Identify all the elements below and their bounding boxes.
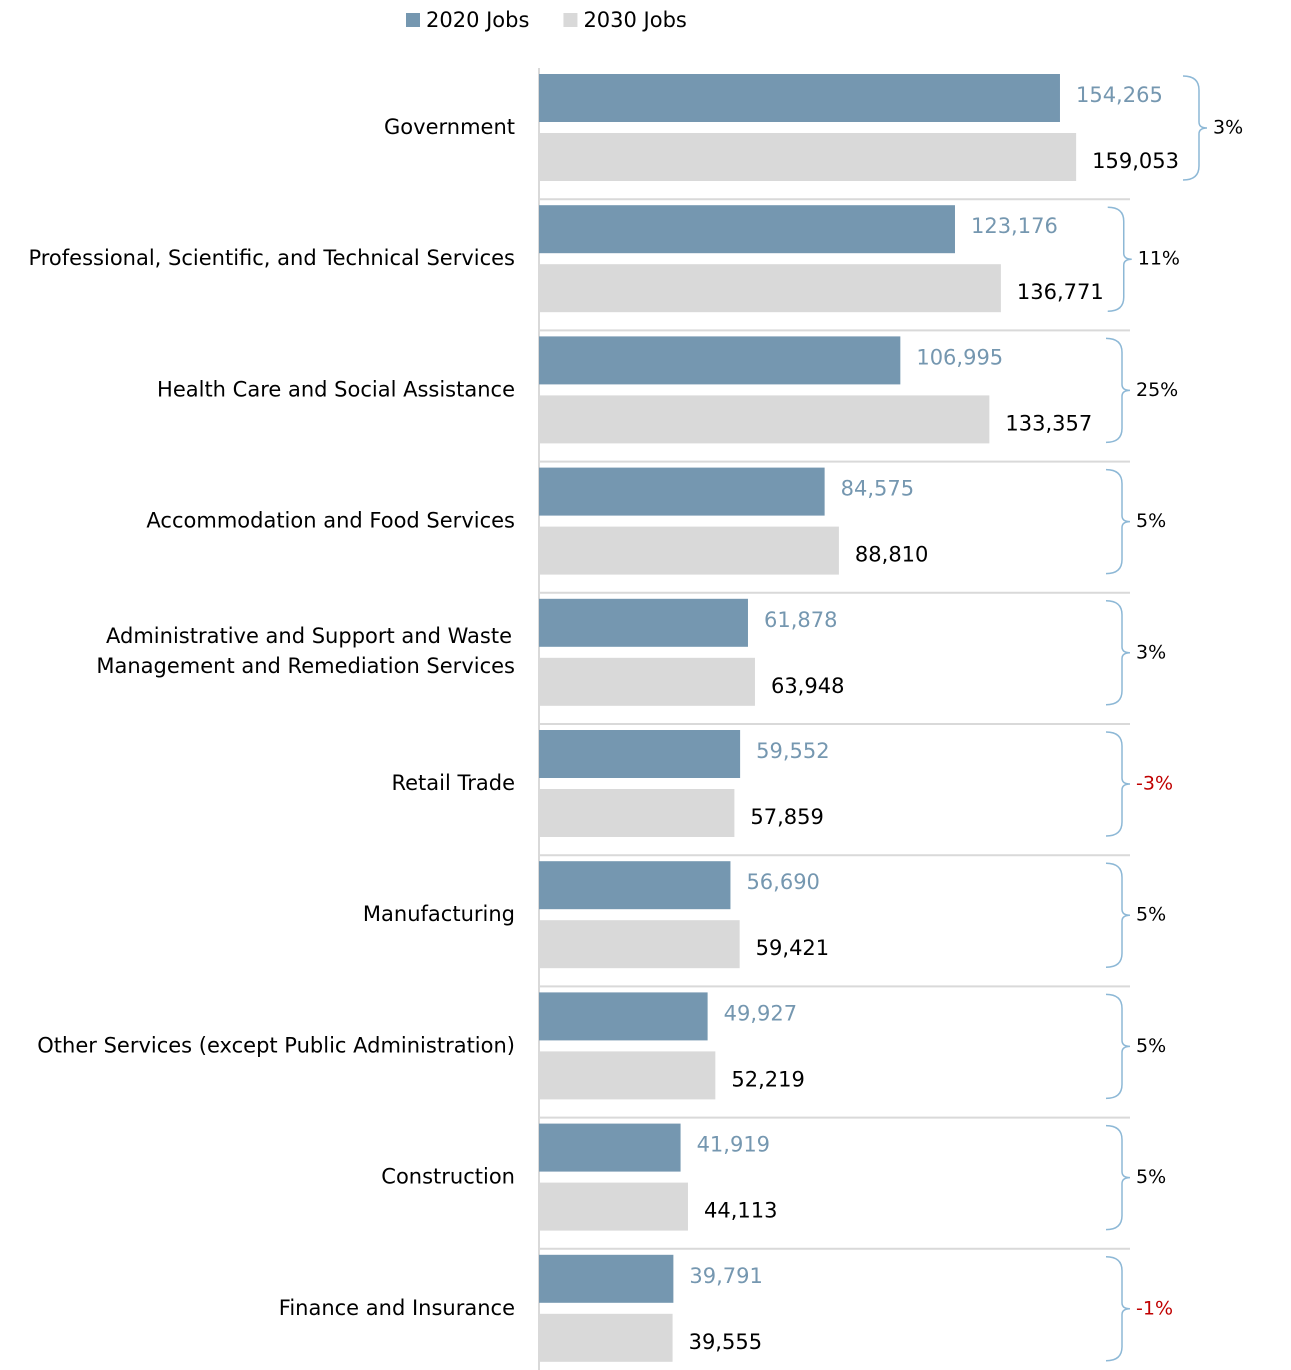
value-label: 63,948 — [771, 674, 844, 698]
value-label: 41,919 — [697, 1133, 770, 1157]
bar — [539, 1313, 673, 1362]
bar — [539, 992, 708, 1041]
change-label: 5% — [1136, 510, 1166, 532]
bar — [539, 1254, 674, 1303]
value-label: 154,265 — [1076, 83, 1163, 107]
bracket — [1105, 337, 1131, 444]
legend-swatch — [563, 13, 578, 27]
legend-label: 2030 Jobs — [583, 8, 686, 32]
bar — [539, 1051, 716, 1100]
change-label: 3% — [1136, 641, 1166, 663]
bracket — [1105, 862, 1131, 968]
category-label: Other Services (except Public Administra… — [37, 1033, 515, 1057]
value-label: 133,357 — [1005, 411, 1092, 435]
bar — [539, 264, 1001, 313]
change-label: 3% — [1213, 117, 1243, 139]
value-label: 61,878 — [764, 608, 837, 632]
value-label: 88,810 — [855, 543, 928, 567]
category-label: Retail Trade — [391, 771, 515, 795]
bar — [539, 205, 955, 254]
value-label: 39,555 — [689, 1330, 762, 1354]
change-label: 11% — [1138, 248, 1180, 270]
bar — [539, 336, 901, 385]
bar — [539, 598, 748, 647]
category-label: Administrative and Support and Waste Man… — [90, 624, 515, 678]
legend-label: 2020 Jobs — [426, 8, 529, 32]
bar — [539, 861, 731, 910]
change-label: -1% — [1136, 1297, 1173, 1319]
value-label: 49,927 — [724, 1001, 797, 1025]
bracket — [1105, 731, 1131, 837]
value-label: 59,552 — [756, 739, 829, 763]
bar — [539, 657, 755, 706]
value-label: 159,053 — [1092, 149, 1179, 173]
value-label: 136,771 — [1017, 280, 1104, 304]
category-label: Professional, Scientific, and Technical … — [28, 246, 515, 270]
category-label-line: Management and Remediation Services — [90, 654, 515, 678]
category-label: Manufacturing — [363, 902, 515, 926]
category-label: Health Care and Social Assistance — [157, 377, 515, 401]
value-label: 123,176 — [971, 214, 1058, 238]
value-label: 59,421 — [756, 936, 829, 960]
value-label: 56,690 — [746, 870, 819, 894]
value-label: 57,859 — [750, 805, 823, 829]
legend-swatch — [406, 13, 420, 27]
change-label: -3% — [1136, 773, 1173, 795]
change-label: 5% — [1136, 1166, 1166, 1188]
category-label: Finance and Insurance — [279, 1296, 515, 1320]
bar — [539, 1123, 681, 1172]
change-label: 5% — [1136, 1035, 1166, 1057]
change-label: 5% — [1136, 904, 1166, 926]
bar — [539, 133, 1077, 181]
value-label: 39,791 — [689, 1264, 762, 1288]
category-label: Government — [384, 115, 515, 139]
change-label: 25% — [1136, 379, 1178, 401]
bar — [539, 789, 735, 837]
value-label: 52,219 — [731, 1067, 804, 1091]
category-label: Accommodation and Food Services — [146, 509, 515, 533]
value-label: 84,575 — [841, 477, 914, 501]
value-label: 106,995 — [916, 345, 1003, 369]
bracket — [1105, 600, 1131, 706]
bar — [539, 1182, 688, 1231]
bracket — [1107, 206, 1132, 312]
bracket — [1105, 468, 1131, 575]
bracket — [1105, 993, 1131, 1100]
category-label: Construction — [381, 1165, 515, 1189]
bracket — [1105, 1256, 1131, 1362]
value-label: 44,113 — [704, 1199, 777, 1223]
bar — [539, 74, 1060, 122]
bar — [539, 467, 825, 516]
category-label-line: Administrative and Support and Waste — [106, 624, 512, 648]
bar — [539, 730, 741, 778]
bar — [539, 920, 740, 969]
bar — [539, 526, 839, 575]
bar — [539, 395, 990, 444]
bracket — [1105, 1124, 1131, 1231]
bracket — [1182, 75, 1208, 181]
